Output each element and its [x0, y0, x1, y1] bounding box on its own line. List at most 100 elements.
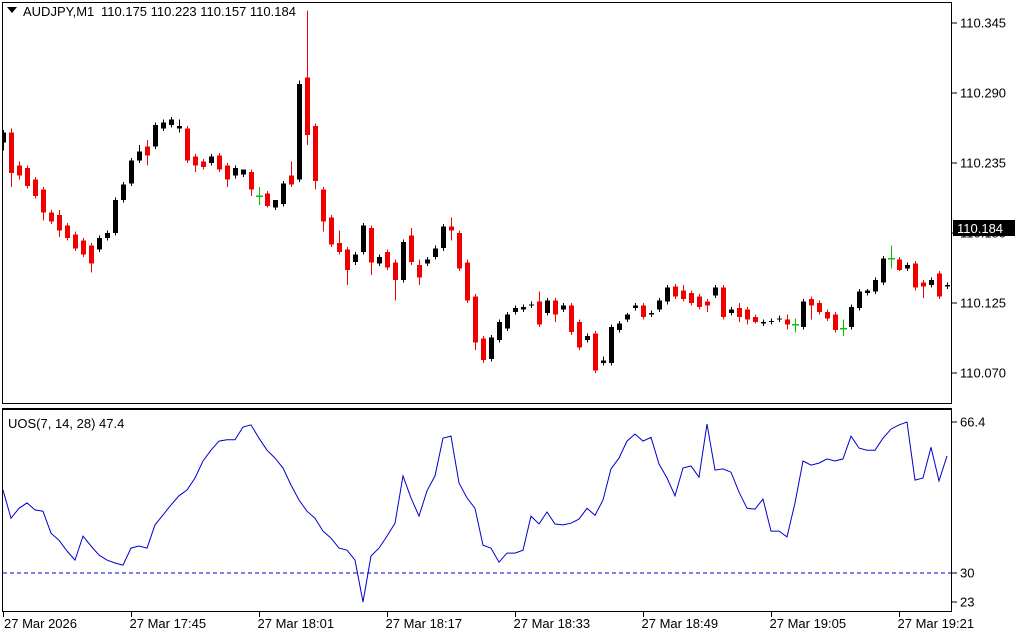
candle-body: [25, 168, 30, 186]
candle: [145, 140, 150, 166]
candle: [945, 282, 950, 289]
candle-body: [921, 282, 926, 287]
candle-body: [609, 327, 614, 363]
candle: [561, 303, 566, 312]
candle-body: [377, 257, 382, 264]
candle-body: [313, 126, 318, 181]
candle-body: [801, 301, 806, 328]
indicator-label: UOS(7, 14, 28) 47.4: [8, 416, 124, 431]
candle: [513, 305, 518, 315]
candle: [273, 199, 278, 211]
candle-body: [281, 183, 286, 204]
candle: [705, 299, 710, 312]
candle-body: [161, 122, 166, 129]
candle: [921, 280, 926, 298]
candle-body: [17, 165, 22, 176]
candle: [553, 297, 558, 323]
candle: [385, 249, 390, 270]
candle: [673, 283, 678, 300]
indicator-axis-label: 30: [960, 566, 974, 581]
candle-body: [537, 301, 542, 325]
candle: [577, 319, 582, 351]
candle: [609, 324, 614, 366]
time-axis-label: 27 Mar 17:45: [130, 616, 207, 631]
candle: [873, 277, 878, 295]
candle-body: [137, 151, 142, 161]
price-axis: 110.345110.290110.235110.180110.125110.0…: [952, 16, 1006, 381]
candle: [721, 285, 726, 320]
main-panel-border: [2, 2, 952, 404]
bid-price-value: 110.184: [957, 221, 1003, 236]
candle: [361, 222, 366, 255]
candle-body: [641, 305, 646, 317]
candle: [33, 177, 38, 199]
candle: [345, 247, 350, 286]
candle-body: [81, 240, 86, 255]
candle: [769, 318, 774, 325]
candle: [441, 224, 446, 251]
candle: [641, 303, 646, 320]
candle-body: [193, 156, 198, 166]
candle: [89, 243, 94, 273]
candle-body: [617, 323, 622, 330]
candle: [569, 303, 574, 335]
candle: [217, 152, 222, 172]
candle-body: [177, 126, 182, 129]
time-axis-label: 27 Mar 19:05: [770, 616, 847, 631]
candle-body: [441, 226, 446, 249]
indicator-axis-label: 23: [960, 595, 974, 610]
candle-body: [513, 308, 518, 312]
candle-body: [785, 319, 790, 325]
indicator-axis-label: 66.4: [960, 415, 985, 430]
candle: [409, 227, 414, 265]
candle-body: [657, 300, 662, 310]
candle-body: [913, 263, 918, 288]
candle-body: [689, 292, 694, 303]
candle: [105, 230, 110, 241]
candle-body: [209, 156, 214, 163]
candle: [761, 319, 766, 326]
time-axis-label: 27 Mar 18:33: [514, 616, 591, 631]
candle-body: [665, 287, 670, 302]
chart-title-quote-line: 110.175 110.223 110.157 110.184: [101, 4, 296, 19]
candle: [169, 117, 174, 128]
candle: [417, 259, 422, 286]
indicator-plot[interactable]: [3, 421, 951, 603]
candle-body: [241, 169, 246, 175]
candle: [665, 285, 670, 305]
candle: [809, 296, 814, 320]
candle: [801, 299, 806, 330]
candle-body: [393, 262, 398, 281]
candle: [465, 259, 470, 303]
candle-body: [321, 189, 326, 222]
candle-body: [929, 280, 934, 286]
candle-body: [201, 161, 206, 167]
candle-body: [465, 262, 470, 301]
candle-body: [521, 306, 526, 310]
candle-body: [561, 305, 566, 310]
candle-body: [449, 226, 454, 231]
candle: [649, 310, 654, 317]
candle: [785, 314, 790, 330]
candle: [65, 222, 70, 241]
candle: [433, 245, 438, 260]
candle-body: [345, 249, 350, 270]
candlestick-plot[interactable]: [1, 10, 950, 373]
candle: [897, 257, 902, 272]
candle: [73, 231, 78, 251]
candle: [3, 129, 6, 151]
candle: [833, 311, 838, 333]
price-axis-label: 110.345: [960, 16, 1006, 31]
symbol-dropdown-icon[interactable]: [7, 7, 17, 13]
candle: [888, 245, 895, 269]
candle: [129, 157, 134, 186]
candle: [9, 128, 14, 188]
candle-body: [745, 309, 750, 320]
candle-body: [41, 189, 46, 213]
candle-body: [329, 217, 334, 245]
candle: [121, 182, 126, 203]
candle-body: [489, 337, 494, 359]
time-axis: 27 Mar 2026 27 Mar 17:45 27 Mar 18:01 27 Ma…: [3, 612, 974, 631]
candle: [737, 303, 742, 323]
